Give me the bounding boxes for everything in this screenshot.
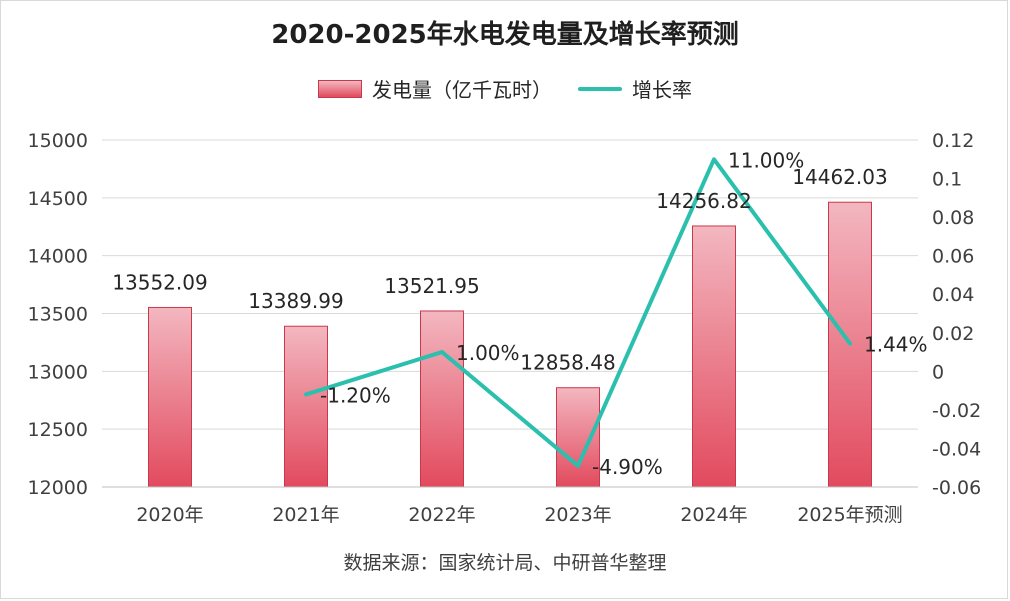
- x-tick-label: 2022年: [408, 504, 475, 526]
- data-labels: 13552.09 13389.99 13521.95 12858.48 14256.82…: [112, 148, 927, 479]
- growth-value-label: 1.44%: [864, 333, 928, 357]
- right-axis: -0.06 -0.04 -0.02 0 0.02 0.04 0.06 0.08 0.1 0.12: [932, 130, 981, 499]
- legend-item-bar: 发电量（亿千瓦时）: [318, 74, 552, 103]
- bar: [692, 225, 736, 488]
- right-tick-label: 0.1: [932, 169, 962, 191]
- legend: 发电量（亿千瓦时） 增长率: [0, 74, 1010, 103]
- right-tick-label: -0.04: [932, 438, 981, 460]
- growth-value-label: 11.00%: [728, 148, 804, 172]
- right-tick-label: 0.04: [932, 284, 974, 306]
- legend-line-label: 增长率: [632, 78, 692, 102]
- growth-value-label: 1.00%: [456, 341, 520, 365]
- growth-value-label: -1.20%: [320, 383, 391, 407]
- left-tick-label: 12000: [28, 477, 88, 499]
- left-tick-label: 15000: [28, 130, 88, 152]
- left-tick-label: 14000: [28, 246, 88, 268]
- legend-bar-swatch: [318, 79, 362, 98]
- bar-value-label: 14256.82: [656, 189, 751, 213]
- line-series: [304, 157, 852, 468]
- right-tick-label: 0.02: [932, 323, 974, 345]
- growth-value-label: -4.90%: [592, 455, 663, 479]
- left-tick-label: 13000: [28, 361, 88, 383]
- x-tick-label: 2023年: [544, 504, 611, 526]
- right-tick-label: 0.12: [932, 130, 974, 152]
- right-tick-label: 0.06: [932, 246, 974, 268]
- bar-value-label: 13389.99: [248, 289, 343, 313]
- source-note: 数据来源：国家统计局、中研普华整理: [343, 552, 667, 574]
- right-tick-label: -0.02: [932, 400, 981, 422]
- x-tick-label: 2024年: [680, 504, 747, 526]
- left-tick-label: 12500: [28, 419, 88, 441]
- growth-line: [304, 157, 852, 468]
- bar: [420, 310, 464, 488]
- left-tick-label: 13500: [28, 304, 88, 326]
- left-tick-label: 14500: [28, 188, 88, 210]
- x-axis: 2020年 2021年 2022年 2023年 2024年 2025年预测: [102, 486, 918, 526]
- left-axis: 12000 12500 13000 13500 14000 14500 15000: [28, 130, 88, 499]
- x-tick-label: 2021年: [272, 504, 339, 526]
- legend-item-line: 增长率: [578, 74, 692, 103]
- bar-value-label: 14462.03: [792, 165, 887, 189]
- bar-value-label: 13521.95: [384, 274, 479, 298]
- right-tick-label: 0: [932, 361, 944, 383]
- x-tick-label: 2020年: [136, 504, 203, 526]
- bar-value-label: 13552.09: [112, 270, 207, 294]
- right-tick-label: -0.06: [932, 477, 981, 499]
- bar-value-label: 12858.48: [520, 351, 615, 375]
- chart-title: 2020-2025年水电发电量及增长率预测: [271, 20, 739, 50]
- gridlines: [102, 139, 918, 488]
- legend-bar-label: 发电量（亿千瓦时）: [372, 78, 552, 102]
- right-tick-label: 0.08: [932, 207, 974, 229]
- x-tick-label: 2025年预测: [797, 504, 902, 526]
- bar: [284, 325, 328, 488]
- bar: [148, 306, 192, 488]
- legend-line-swatch: [578, 86, 622, 91]
